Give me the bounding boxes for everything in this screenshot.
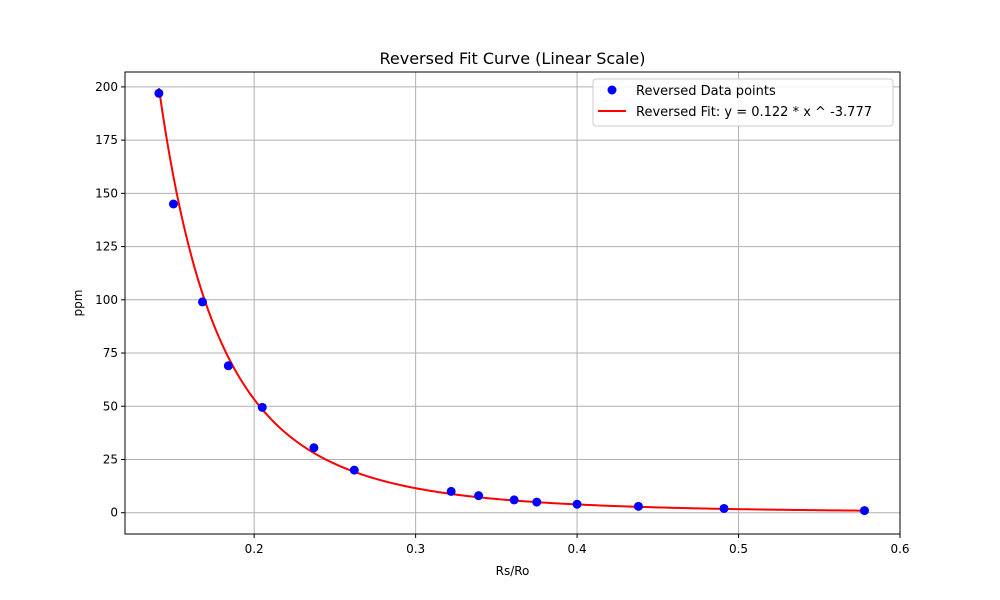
x-tick-label: 0.5 [729, 542, 748, 556]
data-point [223, 361, 233, 371]
y-tick-label: 100 [95, 293, 118, 307]
data-point [257, 402, 267, 412]
x-axis-ticks: 0.2 0.3 0.4 0.5 0.6 [245, 534, 910, 556]
x-tick-label: 0.3 [406, 542, 425, 556]
plot-frame [125, 72, 900, 534]
plot-border [124, 71, 901, 535]
y-tick-label: 125 [95, 240, 118, 254]
data-point [719, 503, 729, 513]
y-tick-label: 200 [95, 80, 118, 94]
y-tick-label: 50 [103, 399, 118, 413]
data-point [168, 199, 178, 209]
data-point [572, 499, 582, 509]
data-point [509, 495, 519, 505]
chart-title: Reversed Fit Curve (Linear Scale) [379, 49, 645, 68]
data-point [859, 506, 869, 516]
legend: Reversed Data points Reversed Fit: y = 0… [592, 78, 894, 127]
data-point [349, 465, 359, 475]
data-point [446, 486, 456, 496]
y-axis-title: ppm [71, 290, 85, 317]
y-tick-label: 0 [110, 506, 118, 520]
legend-label-data-points: Reversed Data points [636, 84, 776, 99]
data-point [154, 88, 164, 98]
legend-marker-data-points [607, 85, 617, 95]
y-tick-label: 150 [95, 186, 118, 200]
data-point [474, 491, 484, 501]
y-tick-label: 25 [103, 452, 118, 466]
data-point [532, 497, 542, 507]
data-points-layer [154, 88, 869, 516]
legend-box [592, 78, 894, 127]
x-tick-label: 0.2 [245, 542, 264, 556]
y-tick-label: 175 [95, 133, 118, 147]
data-point [198, 297, 207, 307]
data-point [309, 443, 319, 453]
y-tick-label: 75 [103, 346, 118, 360]
x-axis-title: Rs/Ro [496, 564, 530, 578]
legend-label-fit-line: Reversed Fit: y = 0.122 * x ^ -3.777 [636, 105, 872, 120]
x-tick-label: 0.4 [568, 542, 587, 556]
data-point [633, 501, 643, 511]
x-tick-label: 0.6 [890, 542, 909, 556]
y-axis-ticks: 0 25 50 75 100 125 150 175 200 [95, 80, 125, 520]
